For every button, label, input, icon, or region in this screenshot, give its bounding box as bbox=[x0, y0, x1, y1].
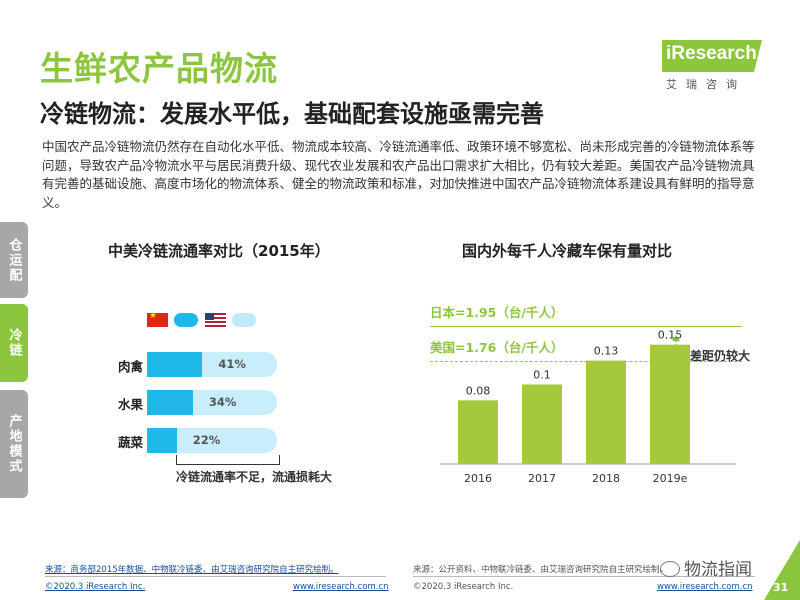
china-bar bbox=[147, 352, 203, 377]
x-tick-label: 2018 bbox=[592, 472, 620, 485]
category-label: 水果 bbox=[117, 397, 143, 412]
wechat-icon bbox=[660, 561, 680, 577]
x-tick-label: 2019e bbox=[653, 472, 688, 485]
left-chart-note: 冷链流通率不足，流通损耗大 bbox=[176, 470, 333, 484]
wechat-text: 物流指闻 bbox=[684, 560, 752, 580]
copyright-left[interactable]: ©2020.3 iResearch Inc. bbox=[45, 582, 146, 592]
tab-warehouse-distribution[interactable]: 仓运配 bbox=[0, 222, 28, 298]
usa-flag-icon bbox=[205, 313, 226, 327]
bar-value-label: 22% bbox=[192, 433, 221, 447]
bar bbox=[522, 384, 562, 464]
japan-annotation: 日本=1.95（台/千人） bbox=[430, 302, 742, 327]
bar-value-label: 0.13 bbox=[594, 345, 619, 358]
china-bar bbox=[147, 428, 177, 453]
gap-label: 差距仍较大 bbox=[690, 349, 751, 363]
x-tick-label: 2016 bbox=[464, 472, 492, 485]
left-chart-title: 中美冷链流通率对比（2015年） bbox=[108, 242, 330, 260]
right-bar-chart: 0.08 2016 0.1 2017 0.13 2018 0.15 2019e bbox=[440, 329, 736, 485]
x-tick-label: 2017 bbox=[528, 472, 556, 485]
china-flag-icon bbox=[147, 311, 168, 327]
iresearch-logo: iResearch 艾瑞咨询 bbox=[662, 40, 762, 95]
bar bbox=[458, 400, 498, 464]
tab-origin-mode[interactable]: 产地模式 bbox=[0, 390, 28, 498]
category-label: 蔬菜 bbox=[117, 435, 143, 450]
copyright-right: ©2020.3 iResearch Inc. bbox=[413, 582, 514, 592]
wechat-watermark: 物流指闻 bbox=[660, 555, 752, 580]
bar-value-label: 41% bbox=[218, 357, 246, 371]
right-chart-title: 国内外每千人冷藏车保有量对比 bbox=[462, 242, 673, 260]
usa-annotation-text: 美国=1.76（台/千人） bbox=[430, 340, 564, 355]
intro-paragraph: 中国农产品冷链物流仍然存在自动化水平低、物流成本较高、冷链流通率低、政策环境不够… bbox=[42, 139, 755, 210]
source-right: 来源：公开资料、中物联冷链委、由艾瑞咨询研究院自主研究绘制。 bbox=[413, 565, 669, 575]
source-left[interactable]: 来源：商务部2015年数据、中物联冷链委、由艾瑞咨询研究院自主研究绘制。 bbox=[45, 565, 339, 575]
website-link-left[interactable]: www.iresearch.com.cn bbox=[293, 582, 389, 592]
page-subtitle: 冷链物流：发展水平低，基础配套设施亟需完善 bbox=[40, 100, 544, 128]
tab-label: 冷链 bbox=[6, 328, 22, 358]
page-number: 31 bbox=[773, 581, 789, 594]
category-label: 肉禽 bbox=[117, 359, 143, 374]
logo-cn-text: 艾瑞咨询 bbox=[666, 78, 746, 91]
bar bbox=[586, 360, 626, 464]
page-title: 生鲜农产品物流 bbox=[40, 49, 278, 88]
footer-divider-left bbox=[45, 576, 386, 577]
japan-reference-line bbox=[430, 326, 742, 327]
usa-bar: 41% bbox=[147, 352, 277, 377]
bar bbox=[650, 344, 690, 464]
tab-label: 仓运配 bbox=[6, 237, 22, 283]
china-bar bbox=[147, 390, 193, 415]
bar-value-label: 0.08 bbox=[466, 384, 491, 397]
bar-value-label: 0.1 bbox=[533, 368, 551, 381]
bar-value-label: 0.15 bbox=[658, 329, 683, 342]
usa-bar: 22% bbox=[147, 428, 277, 453]
tab-cold-chain[interactable]: 冷链 bbox=[0, 304, 28, 382]
footer-divider-right bbox=[413, 576, 755, 577]
logo-text: iResearch bbox=[666, 43, 757, 64]
website-link-right[interactable]: www.iresearch.com.cn bbox=[657, 582, 753, 592]
note-bracket bbox=[176, 455, 280, 465]
bar-value-label: 34% bbox=[208, 395, 237, 409]
logo-mark bbox=[662, 40, 762, 72]
usa-bar: 34% bbox=[147, 390, 277, 415]
usa-color-swatch bbox=[232, 313, 256, 327]
japan-annotation-text: 日本=1.95（台/千人） bbox=[430, 305, 564, 320]
china-color-swatch bbox=[174, 313, 198, 327]
tab-label: 产地模式 bbox=[6, 414, 22, 474]
